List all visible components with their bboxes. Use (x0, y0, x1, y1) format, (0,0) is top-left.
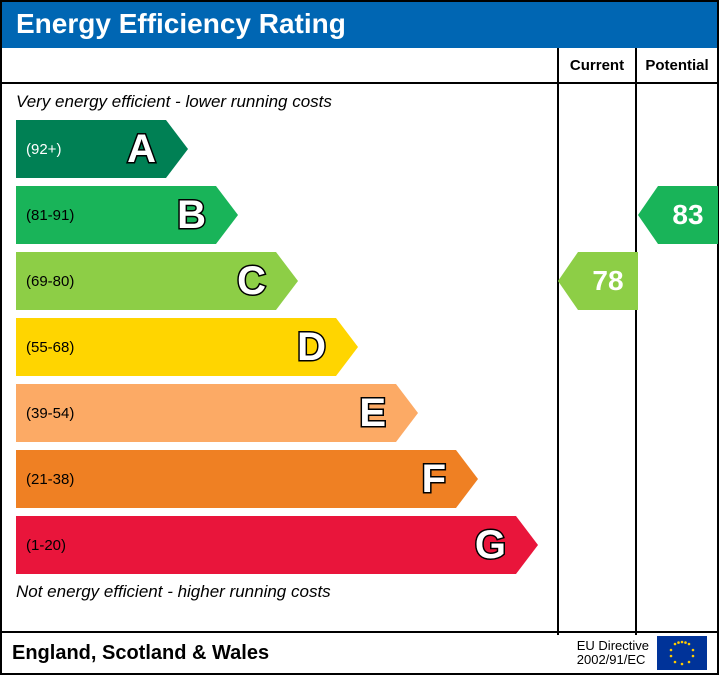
column-divider (557, 84, 559, 635)
band-letter: C (237, 259, 266, 304)
band-e: (39-54) E (16, 384, 396, 442)
band-row: (69-80) C 78 (2, 252, 717, 310)
band-letter: E (359, 391, 386, 436)
caption-inefficient: Not energy efficient - higher running co… (2, 582, 717, 602)
header-current: Current (557, 48, 635, 82)
band-letter: A (127, 127, 156, 172)
rating-potential: 83 (658, 186, 718, 244)
caption-efficient: Very energy efficient - lower running co… (2, 92, 717, 112)
band-row: (39-54) E (2, 384, 717, 442)
directive-line1: EU Directive (577, 638, 649, 653)
chart-zone: Very energy efficient - lower running co… (2, 84, 717, 635)
column-divider (635, 84, 637, 635)
band-range: (21-38) (16, 471, 74, 488)
band-range: (92+) (16, 141, 61, 158)
band-range: (81-91) (16, 207, 74, 224)
band-letter: F (422, 457, 446, 502)
band-letter: G (475, 523, 506, 568)
band-letter: D (297, 325, 326, 370)
band-a: (92+) A (16, 120, 166, 178)
column-headers: Current Potential (2, 48, 717, 84)
band-letter: B (177, 193, 206, 238)
directive-line2: 2002/91/EC (577, 652, 646, 667)
chart-footer: England, Scotland & Wales EU Directive 2… (2, 631, 717, 673)
band-c: (69-80) C (16, 252, 276, 310)
band-row: (92+) A (2, 120, 717, 178)
directive-label: EU Directive 2002/91/EC (577, 639, 649, 668)
bands: (92+) A (81-91) B 83 (69-80) C (2, 120, 717, 574)
region-label: England, Scotland & Wales (12, 642, 269, 665)
band-row: (55-68) D (2, 318, 717, 376)
chart-title: Energy Efficiency Rating (2, 2, 717, 48)
band-range: (55-68) (16, 339, 74, 356)
band-d: (55-68) D (16, 318, 336, 376)
band-row: (21-38) F (2, 450, 717, 508)
epc-chart: Energy Efficiency Rating Current Potenti… (0, 0, 719, 675)
band-row: (1-20) G (2, 516, 717, 574)
band-range: (69-80) (16, 273, 74, 290)
band-row: (81-91) B 83 (2, 186, 717, 244)
eu-flag-icon (657, 636, 707, 670)
band-b: (81-91) B (16, 186, 216, 244)
header-potential: Potential (635, 48, 717, 82)
rating-current: 78 (578, 252, 638, 310)
band-range: (1-20) (16, 537, 66, 554)
band-f: (21-38) F (16, 450, 456, 508)
band-g: (1-20) G (16, 516, 516, 574)
chart-body: Current Potential Very energy efficient … (2, 48, 717, 635)
band-range: (39-54) (16, 405, 74, 422)
